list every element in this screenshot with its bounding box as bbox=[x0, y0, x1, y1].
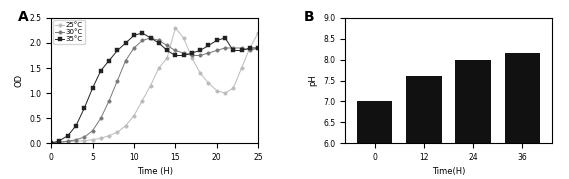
35°C bbox=[164, 49, 171, 52]
35°C bbox=[48, 142, 55, 144]
25°C bbox=[130, 115, 137, 117]
25°C bbox=[197, 72, 204, 74]
35°C bbox=[81, 107, 88, 109]
30°C bbox=[56, 141, 63, 143]
30°C bbox=[213, 49, 220, 52]
30°C bbox=[97, 117, 104, 119]
25°C bbox=[172, 27, 179, 29]
25°C bbox=[221, 92, 228, 94]
25°C bbox=[230, 87, 237, 89]
25°C bbox=[205, 82, 212, 84]
30°C bbox=[246, 49, 253, 52]
25°C bbox=[180, 37, 187, 39]
35°C bbox=[213, 39, 220, 42]
Y-axis label: OD: OD bbox=[15, 74, 24, 87]
30°C bbox=[238, 47, 245, 49]
Bar bbox=[357, 101, 392, 143]
25°C bbox=[81, 140, 88, 142]
35°C bbox=[64, 135, 71, 137]
35°C bbox=[122, 42, 129, 44]
30°C bbox=[188, 54, 195, 57]
35°C bbox=[106, 59, 113, 62]
Line: 25°C: 25°C bbox=[50, 26, 260, 145]
30°C bbox=[180, 52, 187, 54]
25°C bbox=[213, 90, 220, 92]
35°C bbox=[139, 32, 146, 34]
35°C bbox=[89, 87, 96, 89]
Legend: 25°C, 30°C, 35°C: 25°C, 30°C, 35°C bbox=[53, 20, 85, 44]
30°C bbox=[139, 39, 146, 42]
30°C bbox=[172, 49, 179, 52]
Text: B: B bbox=[304, 10, 314, 24]
25°C bbox=[139, 100, 146, 102]
35°C bbox=[172, 54, 179, 57]
30°C bbox=[48, 142, 55, 144]
Bar bbox=[406, 76, 442, 143]
30°C bbox=[122, 59, 129, 62]
35°C bbox=[197, 49, 204, 52]
25°C bbox=[147, 84, 154, 87]
25°C bbox=[89, 139, 96, 141]
30°C bbox=[164, 44, 171, 47]
25°C bbox=[238, 67, 245, 69]
25°C bbox=[246, 47, 253, 49]
30°C bbox=[73, 139, 80, 141]
30°C bbox=[205, 52, 212, 54]
30°C bbox=[197, 54, 204, 57]
35°C bbox=[155, 42, 162, 44]
25°C bbox=[56, 141, 63, 143]
35°C bbox=[205, 44, 212, 47]
25°C bbox=[114, 131, 121, 133]
30°C bbox=[230, 47, 237, 49]
35°C bbox=[97, 69, 104, 72]
30°C bbox=[89, 130, 96, 132]
35°C bbox=[180, 54, 187, 57]
Y-axis label: pH: pH bbox=[308, 75, 318, 86]
25°C bbox=[48, 142, 55, 144]
30°C bbox=[106, 100, 113, 102]
35°C bbox=[130, 34, 137, 37]
35°C bbox=[230, 49, 237, 52]
35°C bbox=[238, 49, 245, 52]
35°C bbox=[73, 125, 80, 127]
30°C bbox=[255, 47, 262, 49]
25°C bbox=[122, 125, 129, 127]
25°C bbox=[64, 141, 71, 143]
30°C bbox=[147, 37, 154, 39]
35°C bbox=[255, 47, 262, 49]
25°C bbox=[155, 67, 162, 69]
35°C bbox=[56, 140, 63, 142]
25°C bbox=[106, 135, 113, 137]
35°C bbox=[114, 49, 121, 52]
25°C bbox=[188, 57, 195, 59]
30°C bbox=[221, 47, 228, 49]
35°C bbox=[246, 47, 253, 49]
X-axis label: Time (H): Time (H) bbox=[137, 168, 172, 176]
25°C bbox=[73, 140, 80, 142]
X-axis label: Time(H): Time(H) bbox=[432, 168, 465, 176]
25°C bbox=[97, 137, 104, 139]
Line: 35°C: 35°C bbox=[49, 31, 260, 145]
30°C bbox=[130, 47, 137, 49]
30°C bbox=[64, 140, 71, 142]
30°C bbox=[155, 39, 162, 42]
35°C bbox=[147, 37, 154, 39]
35°C bbox=[221, 37, 228, 39]
Line: 30°C: 30°C bbox=[50, 36, 260, 145]
30°C bbox=[114, 79, 121, 82]
Bar bbox=[505, 53, 540, 143]
Text: A: A bbox=[18, 10, 29, 24]
30°C bbox=[81, 136, 88, 138]
Bar bbox=[455, 60, 491, 143]
25°C bbox=[164, 57, 171, 59]
25°C bbox=[255, 32, 262, 34]
35°C bbox=[188, 52, 195, 54]
